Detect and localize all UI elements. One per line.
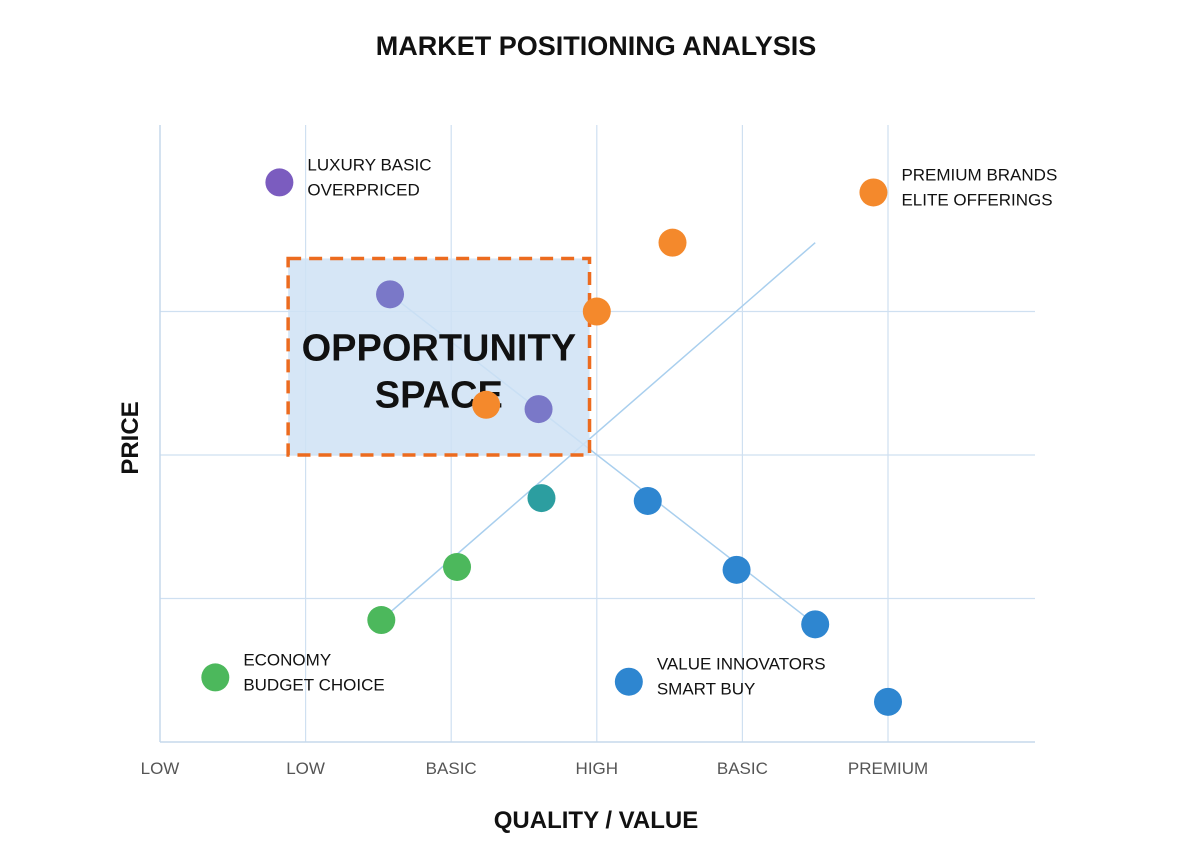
data-point bbox=[874, 687, 902, 716]
data-point bbox=[801, 610, 830, 639]
data-point bbox=[367, 606, 396, 635]
opportunity-label: OPPORTUNITY bbox=[302, 327, 576, 369]
x-tick-label: BASIC bbox=[426, 759, 477, 778]
cluster-annotations: LUXURY BASIC OVERPRICED PREMIUM BRANDS ELIT… bbox=[243, 155, 1057, 698]
cluster-label: VALUE INNOVATORS bbox=[657, 655, 826, 674]
x-tick-label: BASIC bbox=[717, 759, 768, 778]
data-point bbox=[524, 395, 553, 424]
cluster-label: OVERPRICED bbox=[307, 180, 419, 199]
data-point bbox=[614, 667, 643, 696]
chart-title: MARKET POSITIONING ANALYSIS bbox=[376, 31, 817, 61]
data-point bbox=[582, 297, 611, 326]
data-point bbox=[722, 555, 751, 584]
data-point bbox=[658, 228, 687, 257]
x-tick-label: PREMIUM bbox=[848, 759, 928, 778]
data-point bbox=[376, 280, 405, 309]
data-point bbox=[265, 168, 294, 197]
cluster-label: PREMIUM BRANDS bbox=[901, 165, 1057, 184]
data-points bbox=[201, 168, 902, 716]
data-point bbox=[859, 178, 888, 207]
x-tick-labels: LOW LOW BASIC HIGH BASIC PREMIUM bbox=[141, 759, 929, 778]
y-axis-title: PRICE bbox=[117, 401, 144, 474]
data-point bbox=[443, 552, 472, 581]
data-point bbox=[527, 484, 556, 513]
cluster-label: LUXURY BASIC bbox=[307, 155, 431, 174]
x-axis-title: QUALITY / VALUE bbox=[494, 807, 698, 834]
cluster-label: BUDGET CHOICE bbox=[243, 675, 384, 694]
data-point bbox=[633, 486, 662, 515]
cluster-label: ELITE OFFERINGS bbox=[901, 190, 1052, 209]
axes bbox=[159, 125, 1035, 743]
x-tick-label: LOW bbox=[286, 759, 325, 778]
cluster-label: ECONOMY bbox=[243, 650, 331, 669]
x-tick-label: HIGH bbox=[576, 759, 619, 778]
data-point bbox=[201, 663, 230, 692]
data-point bbox=[472, 390, 501, 419]
x-tick-label: LOW bbox=[141, 759, 180, 778]
cluster-label: SMART BUY bbox=[657, 680, 756, 699]
